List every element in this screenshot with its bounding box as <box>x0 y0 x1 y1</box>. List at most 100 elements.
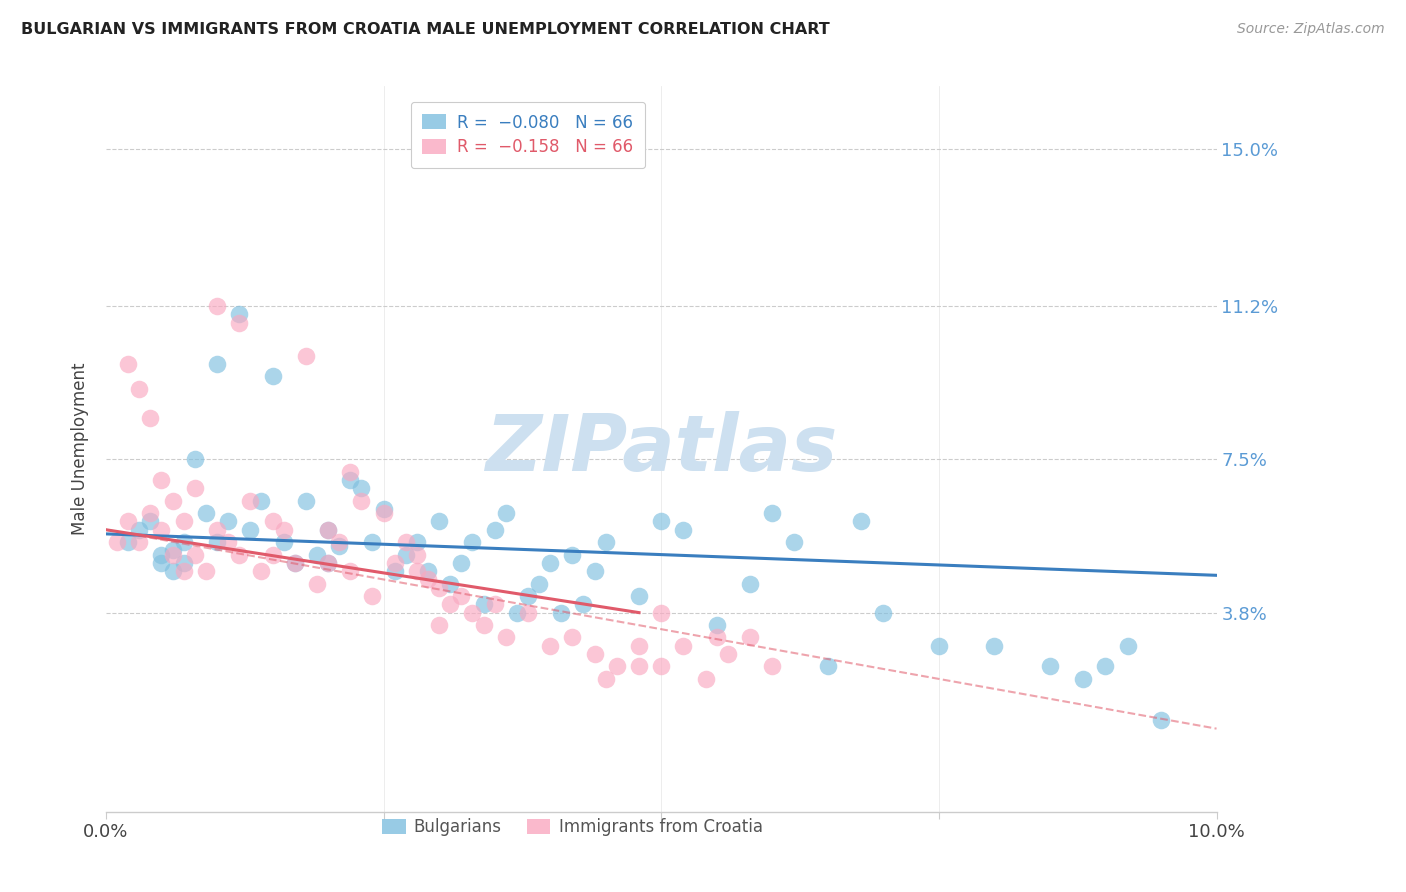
Point <box>527 576 550 591</box>
Point <box>150 556 173 570</box>
Point <box>350 481 373 495</box>
Point <box>384 556 406 570</box>
Point <box>262 515 284 529</box>
Point <box>416 564 439 578</box>
Point <box>561 548 583 562</box>
Point <box>117 357 139 371</box>
Point <box>427 581 450 595</box>
Point <box>595 535 617 549</box>
Point <box>406 548 429 562</box>
Point <box>650 606 672 620</box>
Point <box>849 515 872 529</box>
Point <box>361 589 384 603</box>
Point <box>128 523 150 537</box>
Point <box>416 573 439 587</box>
Point <box>450 589 472 603</box>
Point <box>339 465 361 479</box>
Point <box>217 515 239 529</box>
Point <box>373 502 395 516</box>
Point <box>395 548 418 562</box>
Text: ZIPatlas: ZIPatlas <box>485 411 838 487</box>
Point <box>427 618 450 632</box>
Point <box>105 535 128 549</box>
Point <box>205 299 228 313</box>
Point <box>150 548 173 562</box>
Point <box>295 349 318 363</box>
Point <box>184 548 207 562</box>
Point <box>305 576 328 591</box>
Point <box>128 382 150 396</box>
Point <box>361 535 384 549</box>
Point <box>194 506 217 520</box>
Point <box>173 564 195 578</box>
Point <box>472 618 495 632</box>
Point <box>627 659 650 673</box>
Point <box>350 493 373 508</box>
Point <box>506 606 529 620</box>
Point <box>173 556 195 570</box>
Point <box>538 639 561 653</box>
Point <box>205 523 228 537</box>
Point <box>194 564 217 578</box>
Point <box>316 556 339 570</box>
Point <box>717 647 740 661</box>
Point <box>316 556 339 570</box>
Point <box>162 543 184 558</box>
Y-axis label: Male Unemployment: Male Unemployment <box>72 363 89 535</box>
Point <box>783 535 806 549</box>
Point <box>495 631 517 645</box>
Point <box>184 481 207 495</box>
Point <box>672 639 695 653</box>
Point <box>484 523 506 537</box>
Point <box>650 659 672 673</box>
Point <box>461 606 484 620</box>
Point <box>295 493 318 508</box>
Point <box>228 316 250 330</box>
Point <box>484 597 506 611</box>
Point <box>250 493 273 508</box>
Point <box>150 473 173 487</box>
Point <box>738 631 761 645</box>
Point <box>495 506 517 520</box>
Point <box>516 606 538 620</box>
Point <box>395 535 418 549</box>
Point <box>627 639 650 653</box>
Point <box>672 523 695 537</box>
Point <box>284 556 307 570</box>
Point <box>117 515 139 529</box>
Point <box>761 659 783 673</box>
Point <box>228 548 250 562</box>
Point <box>472 597 495 611</box>
Text: Source: ZipAtlas.com: Source: ZipAtlas.com <box>1237 22 1385 37</box>
Point <box>339 473 361 487</box>
Point <box>239 493 262 508</box>
Point <box>328 535 350 549</box>
Point <box>384 564 406 578</box>
Point <box>595 672 617 686</box>
Point <box>561 631 583 645</box>
Point <box>461 535 484 549</box>
Point <box>228 307 250 321</box>
Point <box>1071 672 1094 686</box>
Point <box>1039 659 1062 673</box>
Point <box>627 589 650 603</box>
Point <box>117 535 139 549</box>
Point <box>1150 714 1173 728</box>
Point <box>162 548 184 562</box>
Point <box>928 639 950 653</box>
Point <box>606 659 628 673</box>
Point <box>706 618 728 632</box>
Point <box>284 556 307 570</box>
Point <box>516 589 538 603</box>
Point <box>572 597 595 611</box>
Point <box>262 369 284 384</box>
Point <box>406 535 429 549</box>
Point <box>695 672 717 686</box>
Point <box>817 659 839 673</box>
Point <box>217 535 239 549</box>
Point <box>128 535 150 549</box>
Point <box>262 548 284 562</box>
Point <box>205 357 228 371</box>
Point <box>316 523 339 537</box>
Point <box>650 515 672 529</box>
